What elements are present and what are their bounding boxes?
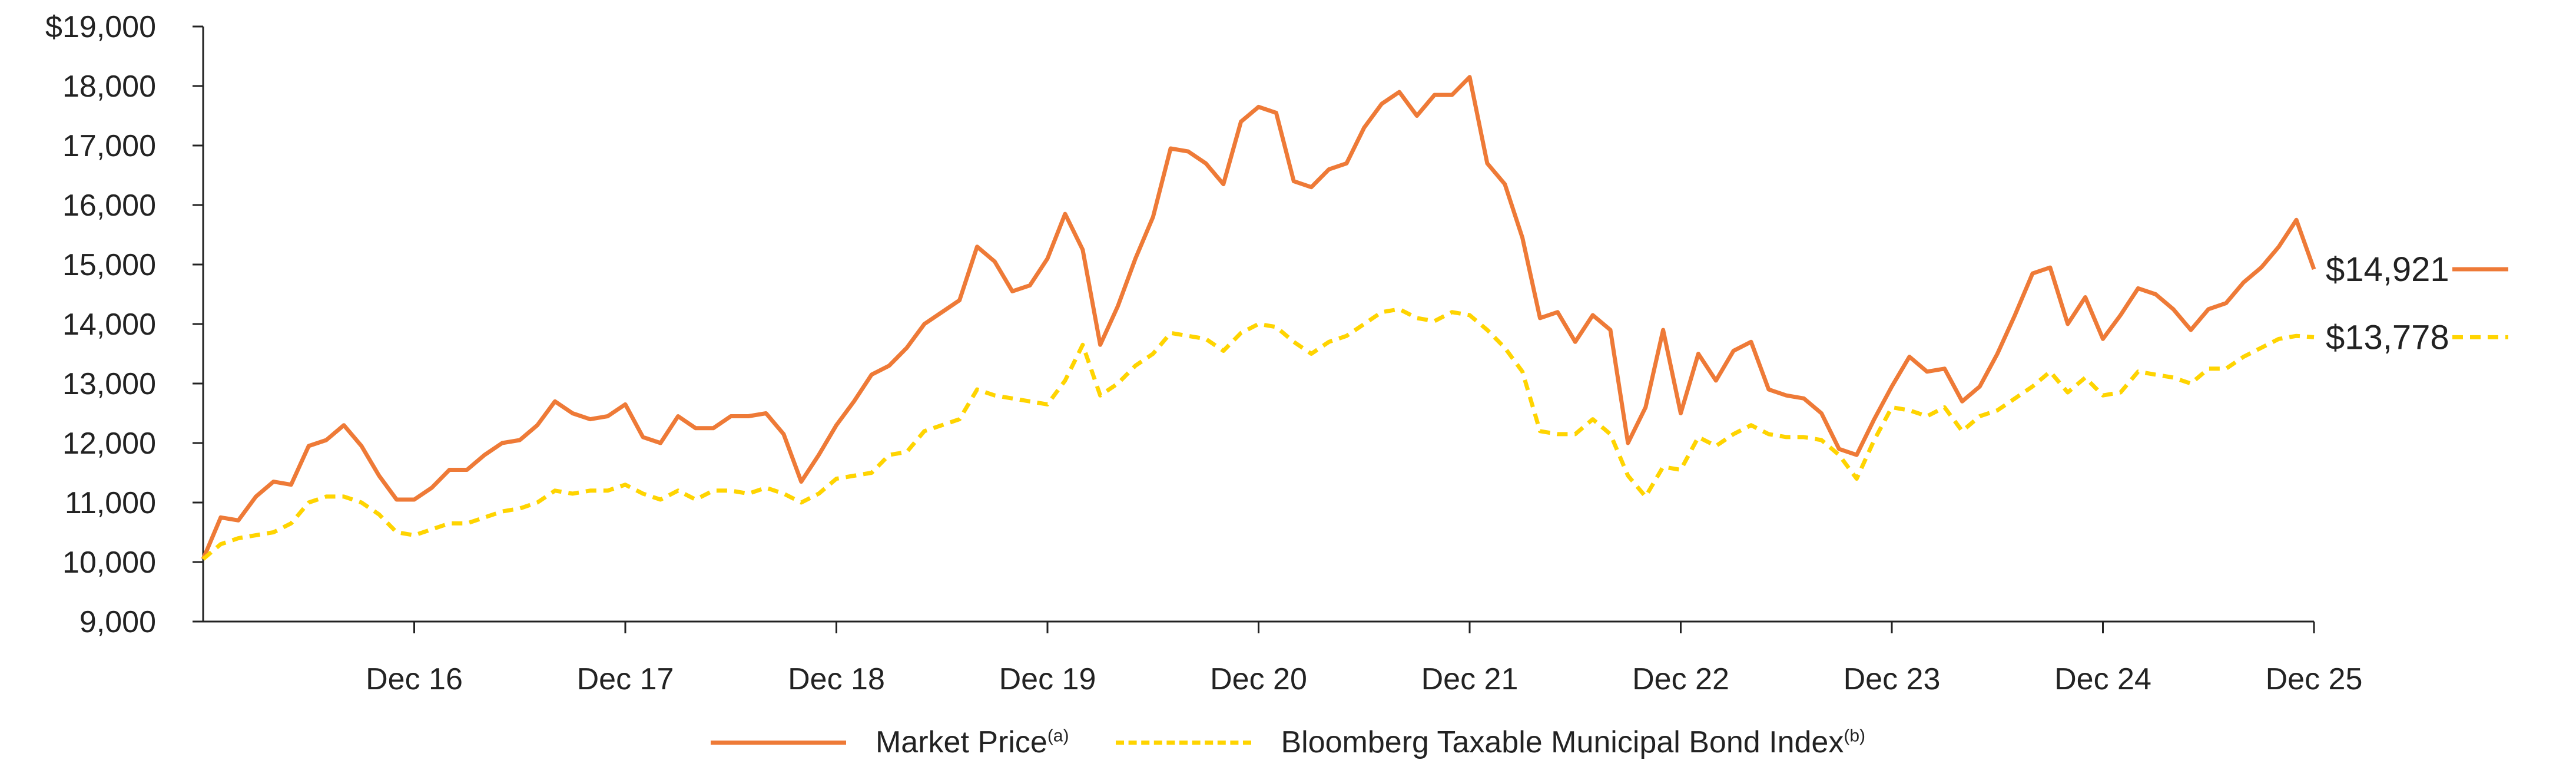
y-axis: $19,000 18,000 17,000 16,000 15,000 14,000 13,…: [45, 10, 204, 639]
y-tick-label: 12,000: [62, 427, 156, 461]
y-tick-label: 17,000: [62, 129, 156, 163]
y-tick-label: 10,000: [62, 546, 156, 580]
y-tick-label: 11,000: [65, 486, 156, 520]
x-tick-label: Dec 25: [2266, 662, 2363, 696]
legend: Market Price(a) Bloomberg Taxable Munici…: [0, 716, 2576, 769]
x-tick-label: Dec 23: [1844, 662, 1941, 696]
x-tick-label: Dec 20: [1210, 662, 1307, 696]
x-tick-label: Dec 24: [2054, 662, 2151, 696]
y-tick-label: 15,000: [62, 248, 156, 282]
x-tick-label: Dec 21: [1421, 662, 1519, 696]
y-tick-label: 16,000: [62, 189, 156, 223]
legend-item-index: Bloomberg Taxable Municipal Bond Index(b…: [1116, 725, 1865, 760]
y-tick-label: 14,000: [62, 308, 156, 342]
y-tick-label: 18,000: [62, 70, 156, 104]
x-tick-label: Dec 18: [788, 662, 885, 696]
x-axis: Dec 16 Dec 17 Dec 18 Dec 19 Dec 20 Dec 21 Dec …: [203, 620, 2363, 696]
x-tick-label: Dec 17: [577, 662, 674, 696]
x-tick-label: Dec 19: [999, 662, 1096, 696]
end-value-label-1: $13,778: [2326, 318, 2449, 356]
legend-label-index: Bloomberg Taxable Municipal Bond Index(b…: [1281, 725, 1866, 759]
legend-item-market-price: Market Price(a): [710, 725, 1069, 760]
end-labels: $14,921 $13,778: [2326, 250, 2508, 356]
x-tick-label: Dec 22: [1632, 662, 1729, 696]
y-tick-label: 9,000: [79, 605, 156, 639]
series-line-0: [201, 75, 2316, 560]
legend-swatch-index: [1116, 740, 1252, 745]
legend-swatch-market-price: [710, 740, 846, 745]
series-line-1: [201, 307, 2315, 561]
y-tick-label: 13,000: [62, 367, 156, 401]
end-value-label-0: $14,921: [2326, 250, 2449, 289]
y-tick-label: $19,000: [45, 10, 156, 44]
legend-label-market-price: Market Price(a): [875, 725, 1069, 759]
series-lines: [201, 75, 2316, 561]
x-tick-label: Dec 16: [366, 662, 463, 696]
